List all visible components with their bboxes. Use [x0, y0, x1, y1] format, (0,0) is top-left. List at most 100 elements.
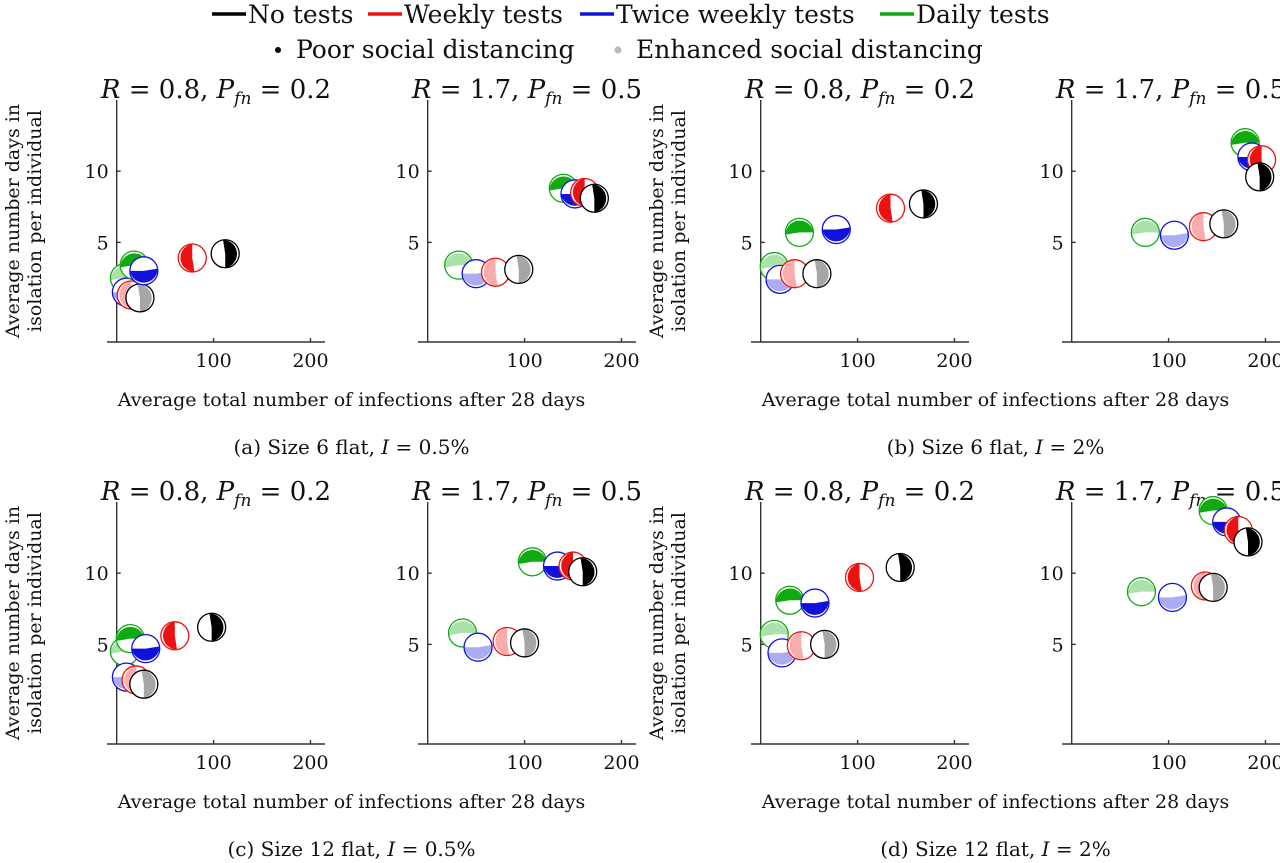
marker-fill: [516, 255, 531, 284]
marker-fill: [921, 190, 936, 218]
subplot-title: R = 0.8, Pfn = 0.2: [744, 75, 975, 109]
data-point-no-tests-enhanced: [1198, 572, 1228, 603]
data-point-weekly-tests-enhanced: [779, 259, 810, 289]
y-tick-label: 5: [408, 232, 420, 254]
marker-fill: [495, 627, 510, 656]
legend-entry-distancing-1: Enhanced social distancing: [614, 35, 983, 64]
subplot-title: R = 1.7, Pfn = 0.5: [411, 477, 642, 511]
data-point-weekly-tests-poor: [160, 621, 190, 651]
panel-d-subplot-2: 100 200 5 10 R = 1.7, Pfn = 0.5: [1040, 477, 1280, 774]
x-tick-label: 200: [1247, 350, 1280, 372]
marker-fill: [768, 650, 796, 665]
data-point-twice-weekly-tests-poor: [129, 256, 159, 286]
panel-b-subplot-2: 100 200 5 10 R = 1.7, Pfn = 0.5: [1040, 75, 1280, 372]
marker-fill: [1257, 163, 1272, 191]
panel-caption: (d) Size 12 flat, I = 2%: [880, 837, 1111, 861]
y-tick-label: 10: [1040, 563, 1064, 585]
marker-fill: [137, 284, 152, 312]
data-point-no-tests-enhanced: [509, 628, 540, 658]
subplot-title: R = 0.8, Pfn = 0.2: [744, 477, 975, 511]
data-point-no-tests-poor: [1233, 527, 1263, 557]
marker-fill: [131, 646, 160, 661]
legend-label: Daily tests: [916, 0, 1050, 29]
x-tick-label: 100: [506, 752, 542, 774]
data-point-no-tests-enhanced: [1209, 209, 1239, 239]
marker-ring: [1126, 577, 1157, 607]
marker-fill: [180, 244, 195, 272]
marker-fill: [522, 629, 537, 657]
marker-fill: [878, 194, 893, 223]
marker-fill: [129, 268, 158, 283]
marker-fill: [782, 259, 797, 288]
data-point-no-tests-enhanced: [129, 669, 159, 699]
marker-fill: [1158, 595, 1187, 610]
panel-a-subplot-2: 100 200 5 10 R = 1.7, Pfn = 0.5: [396, 75, 643, 372]
y-tick-label: 5: [1052, 634, 1064, 656]
y-tick-label: 5: [97, 634, 109, 656]
marker-ring: [463, 632, 493, 662]
marker-fill: [1131, 220, 1160, 235]
y-tick-label: 5: [741, 634, 753, 656]
data-point-no-tests-enhanced: [125, 283, 155, 313]
data-point-no-tests-poor: [1245, 162, 1275, 192]
data-point-no-tests-enhanced: [809, 629, 840, 660]
marker-ring: [802, 259, 832, 289]
x-tick-label: 200: [603, 350, 639, 372]
subplot-title: R = 1.7, Pfn = 0.5: [1055, 75, 1280, 109]
y-tick-label: 10: [729, 563, 753, 585]
panel-b-subplot-1: 100 200 5 10 R = 0.8, Pfn = 0.2 Average total…: [646, 75, 1229, 459]
marker-fill: [1160, 233, 1189, 248]
y-axis-label-line2: isolation per individual: [668, 110, 690, 332]
panel-caption: (a) Size 6 flat, I = 0.5%: [233, 435, 469, 459]
data-point-daily-tests-enhanced: [1130, 217, 1160, 248]
data-point-no-tests-enhanced: [802, 259, 832, 289]
marker-fill: [1221, 210, 1236, 238]
y-tick-label: 10: [396, 161, 420, 183]
y-tick-label: 5: [408, 634, 420, 656]
legend-entry-weekly-tests: Weekly tests: [368, 0, 563, 29]
data-point-twice-weekly-tests-poor: [821, 214, 851, 245]
marker-fill: [1191, 212, 1206, 241]
x-tick-label: 200: [936, 350, 972, 372]
x-axis-label: Average total number of infections after…: [117, 791, 585, 813]
marker-fill: [448, 621, 477, 636]
legend-entry-no-tests: No tests: [212, 0, 353, 29]
data-point-no-tests-enhanced: [504, 254, 534, 285]
data-point-no-tests-poor: [568, 557, 598, 587]
marker-fill: [580, 557, 595, 586]
legend: No tests Weekly tests Twice weekly tests Da…: [212, 0, 1050, 64]
y-axis-label-line2: isolation per individual: [668, 512, 690, 734]
legend-label: Weekly tests: [404, 0, 563, 29]
y-axis-label-line1: Average number days in: [646, 104, 668, 339]
x-tick-label: 200: [292, 752, 328, 774]
data-point-twice-weekly-tests-enhanced: [463, 632, 493, 662]
x-tick-label: 100: [839, 752, 875, 774]
subplot-title: R = 1.7, Pfn = 0.5: [411, 75, 642, 109]
x-tick-label: 200: [292, 350, 328, 372]
data-point-weekly-tests-poor: [844, 562, 875, 593]
data-point-no-tests-poor: [196, 612, 227, 642]
data-point-daily-tests-poor: [517, 547, 547, 577]
data-point-weekly-tests-poor: [875, 193, 906, 223]
y-tick-label: 10: [85, 563, 109, 585]
marker-fill: [898, 553, 913, 582]
marker-fill: [592, 184, 607, 213]
x-axis-label: Average total number of infections after…: [761, 389, 1229, 411]
data-point-weekly-tests-poor: [177, 243, 207, 273]
panel-c-subplot-2: 100 200 5 10 R = 1.7, Pfn = 0.5: [396, 477, 643, 774]
data-point-twice-weekly-tests-enhanced: [1157, 582, 1188, 613]
marker-ring: [504, 254, 534, 285]
marker-fill: [163, 621, 178, 650]
marker-ring: [1198, 572, 1228, 603]
marker-fill: [822, 227, 851, 242]
panel-a-subplot-1: 100 200 5 10 R = 0.8, Pfn = 0.2 Average total…: [2, 75, 585, 459]
y-tick-label: 10: [396, 563, 420, 585]
data-point-twice-weekly-tests-enhanced: [1159, 220, 1190, 250]
legend-label: No tests: [248, 0, 353, 29]
marker-ring: [129, 669, 159, 699]
x-axis-label: Average total number of infections after…: [761, 791, 1229, 813]
data-point-no-tests-poor: [210, 239, 240, 269]
data-point-daily-tests-poor: [775, 585, 805, 615]
y-axis-label-line1: Average number days in: [2, 104, 24, 339]
x-tick-label: 100: [1150, 752, 1186, 774]
